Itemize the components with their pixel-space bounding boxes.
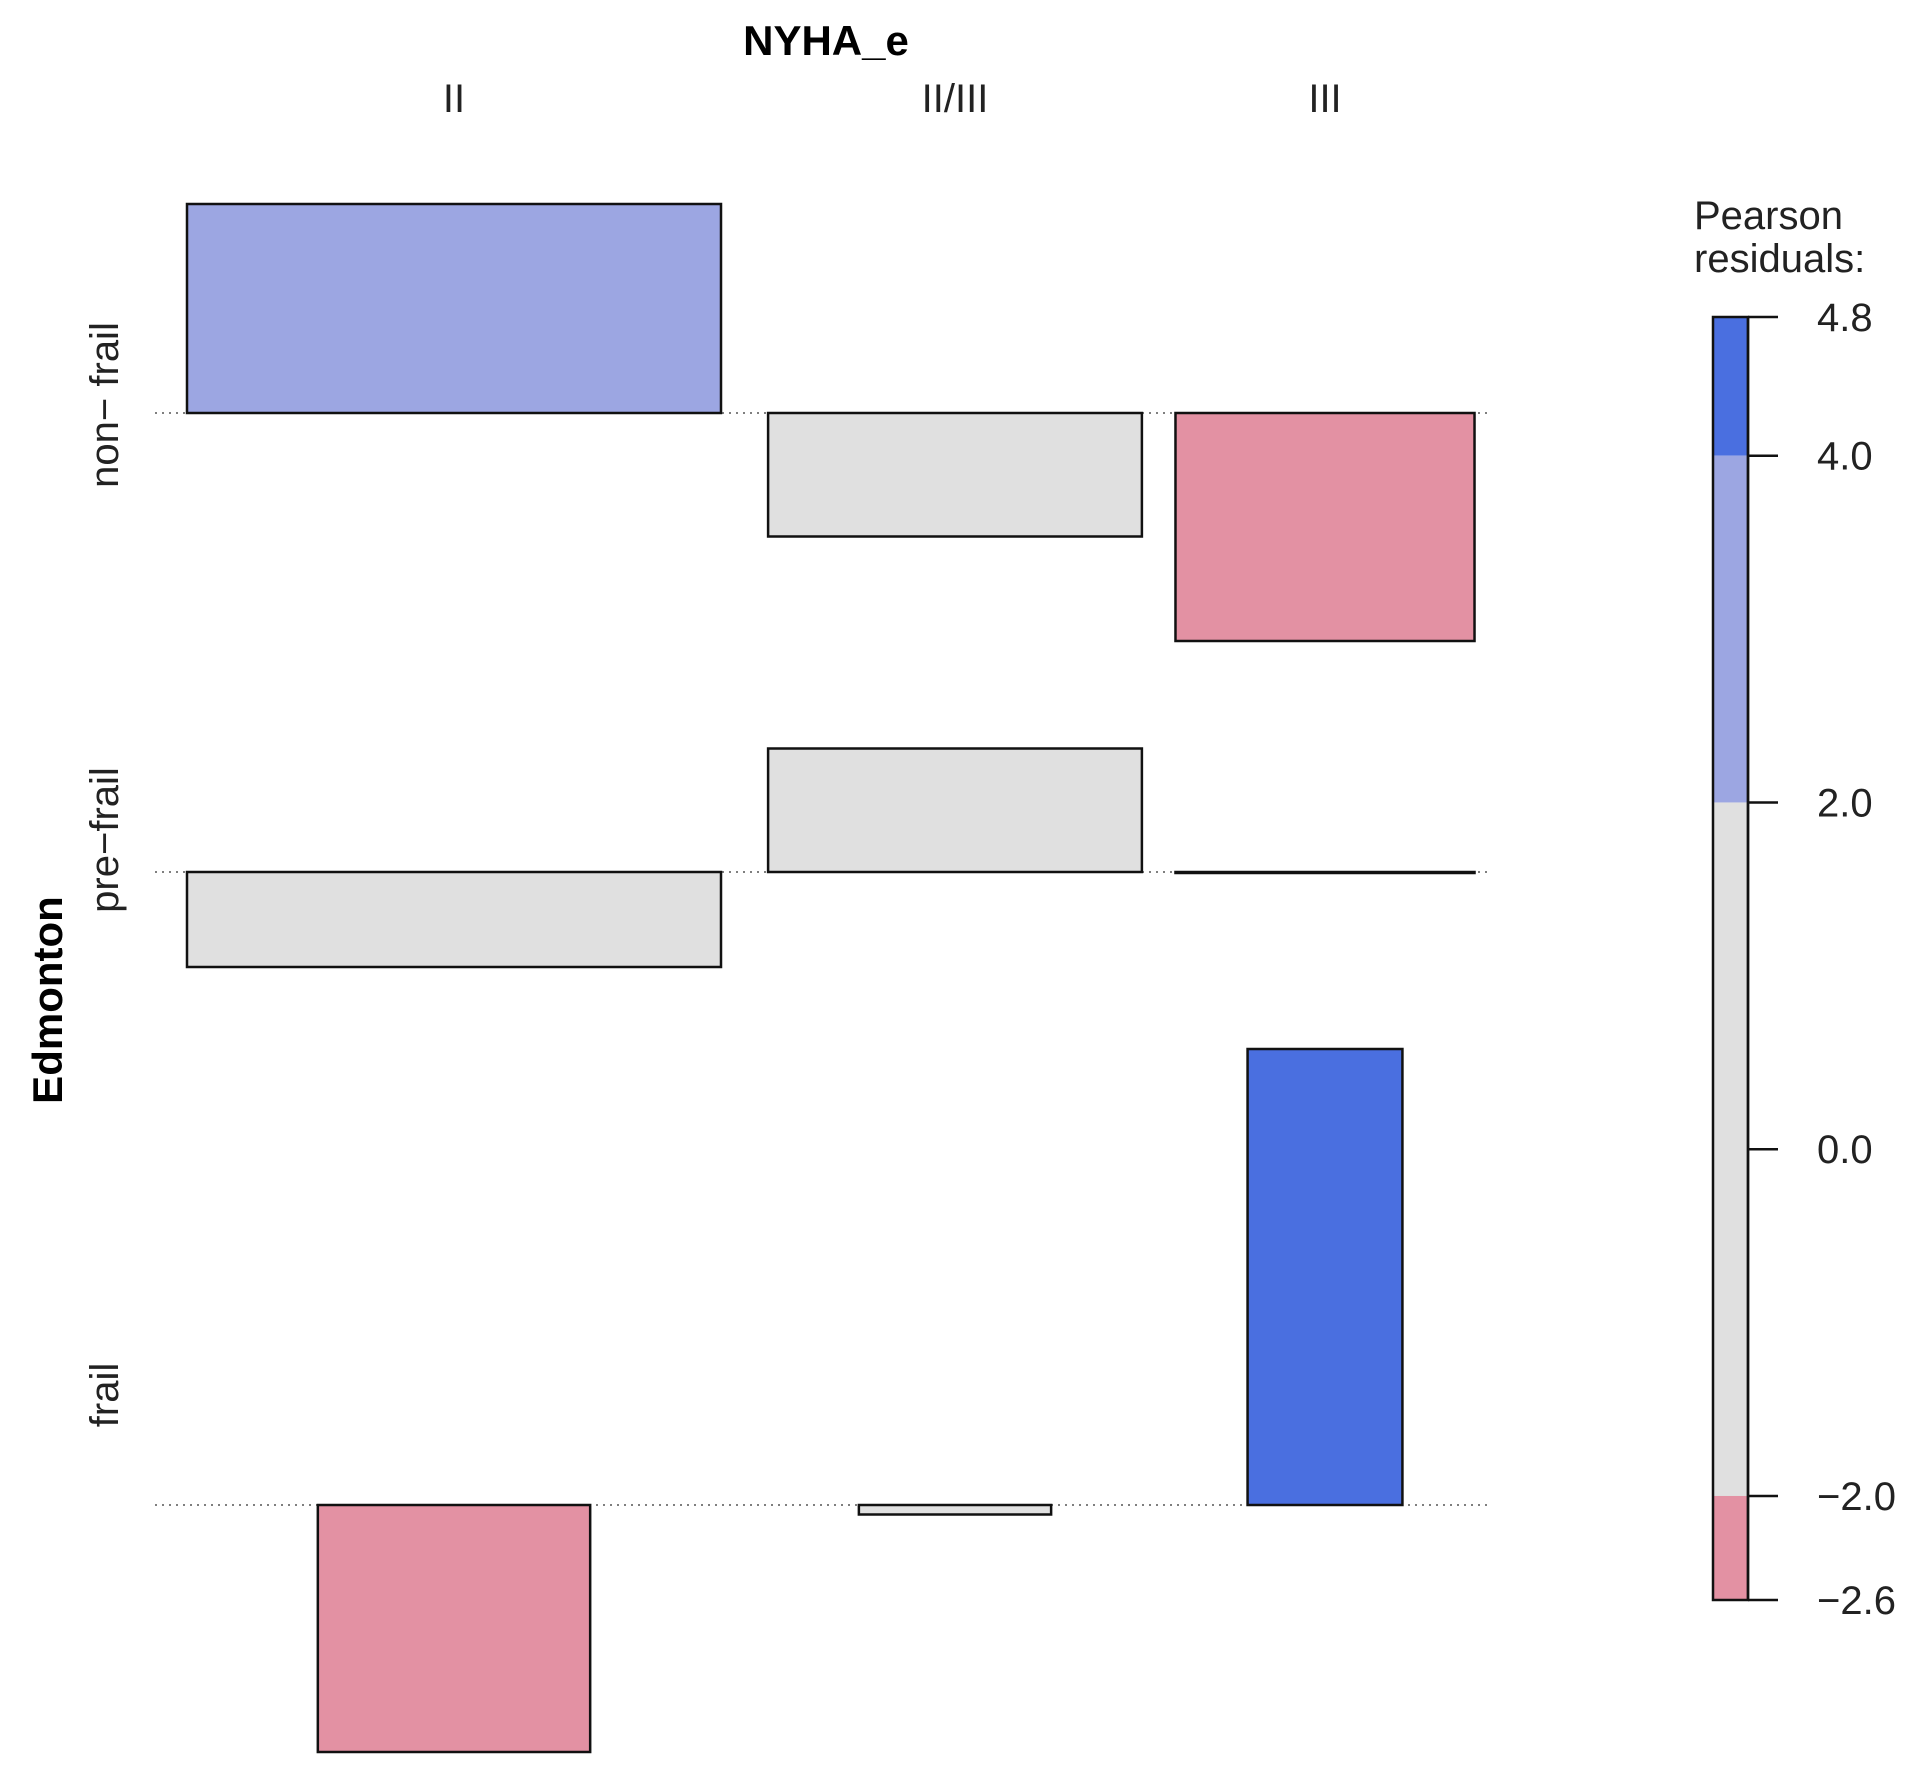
- y-tick-label-1: non− frail: [83, 322, 127, 488]
- cell-1-2: [766, 411, 1144, 538]
- x-tick-label-2: II/III: [922, 77, 989, 121]
- legend-band-4: [1713, 1495, 1748, 1600]
- legend-ticks: 4.8 4.0 2.0 0.0 −2.0 −2.6: [1746, 296, 1896, 1623]
- x-axis-title: NYHA_e: [743, 17, 909, 64]
- cell-1-1: [185, 202, 723, 415]
- y-tick-label-3: frail: [83, 1363, 127, 1427]
- legend: Pearson residuals: 4.8 4.0 2.0 0.0 −2.0 −2.6: [1694, 194, 1896, 1623]
- x-tick-label-1: II: [443, 77, 465, 121]
- legend-band-1: [1713, 317, 1748, 456]
- cell-2-1: [185, 870, 723, 969]
- legend-tick-label-4: 0.0: [1817, 1128, 1873, 1172]
- legend-band-3: [1713, 802, 1748, 1496]
- legend-tick-label-3: 2.0: [1817, 781, 1873, 825]
- legend-tick-label-1: 4.8: [1817, 296, 1873, 340]
- legend-bands: [1711, 315, 1750, 1602]
- y-tick-labels: non− frail pre−frail frail: [83, 322, 127, 1427]
- cell-1-3: [1174, 411, 1476, 643]
- y-tick-label-2: pre−frail: [83, 767, 127, 913]
- x-tick-labels: II II/III III: [443, 77, 1342, 121]
- x-tick-label-3: III: [1308, 77, 1341, 121]
- legend-tick-label-5: −2.0: [1817, 1475, 1896, 1519]
- cell-3-1: [316, 1503, 592, 1754]
- legend-band-2: [1713, 455, 1748, 803]
- legend-tick-label-2: 4.0: [1817, 435, 1873, 479]
- legend-title-line2: residuals:: [1694, 237, 1865, 281]
- legend-title-line1: Pearson: [1694, 194, 1843, 238]
- cell-3-2: [857, 1503, 1053, 1516]
- cell-2-2: [766, 747, 1144, 874]
- y-axis-title: Edmonton: [24, 896, 71, 1104]
- residual-cells: [185, 202, 1476, 1754]
- legend-tick-label-6: −2.6: [1817, 1579, 1896, 1623]
- cell-2-3: [1174, 870, 1476, 875]
- cell-3-3: [1246, 1047, 1404, 1507]
